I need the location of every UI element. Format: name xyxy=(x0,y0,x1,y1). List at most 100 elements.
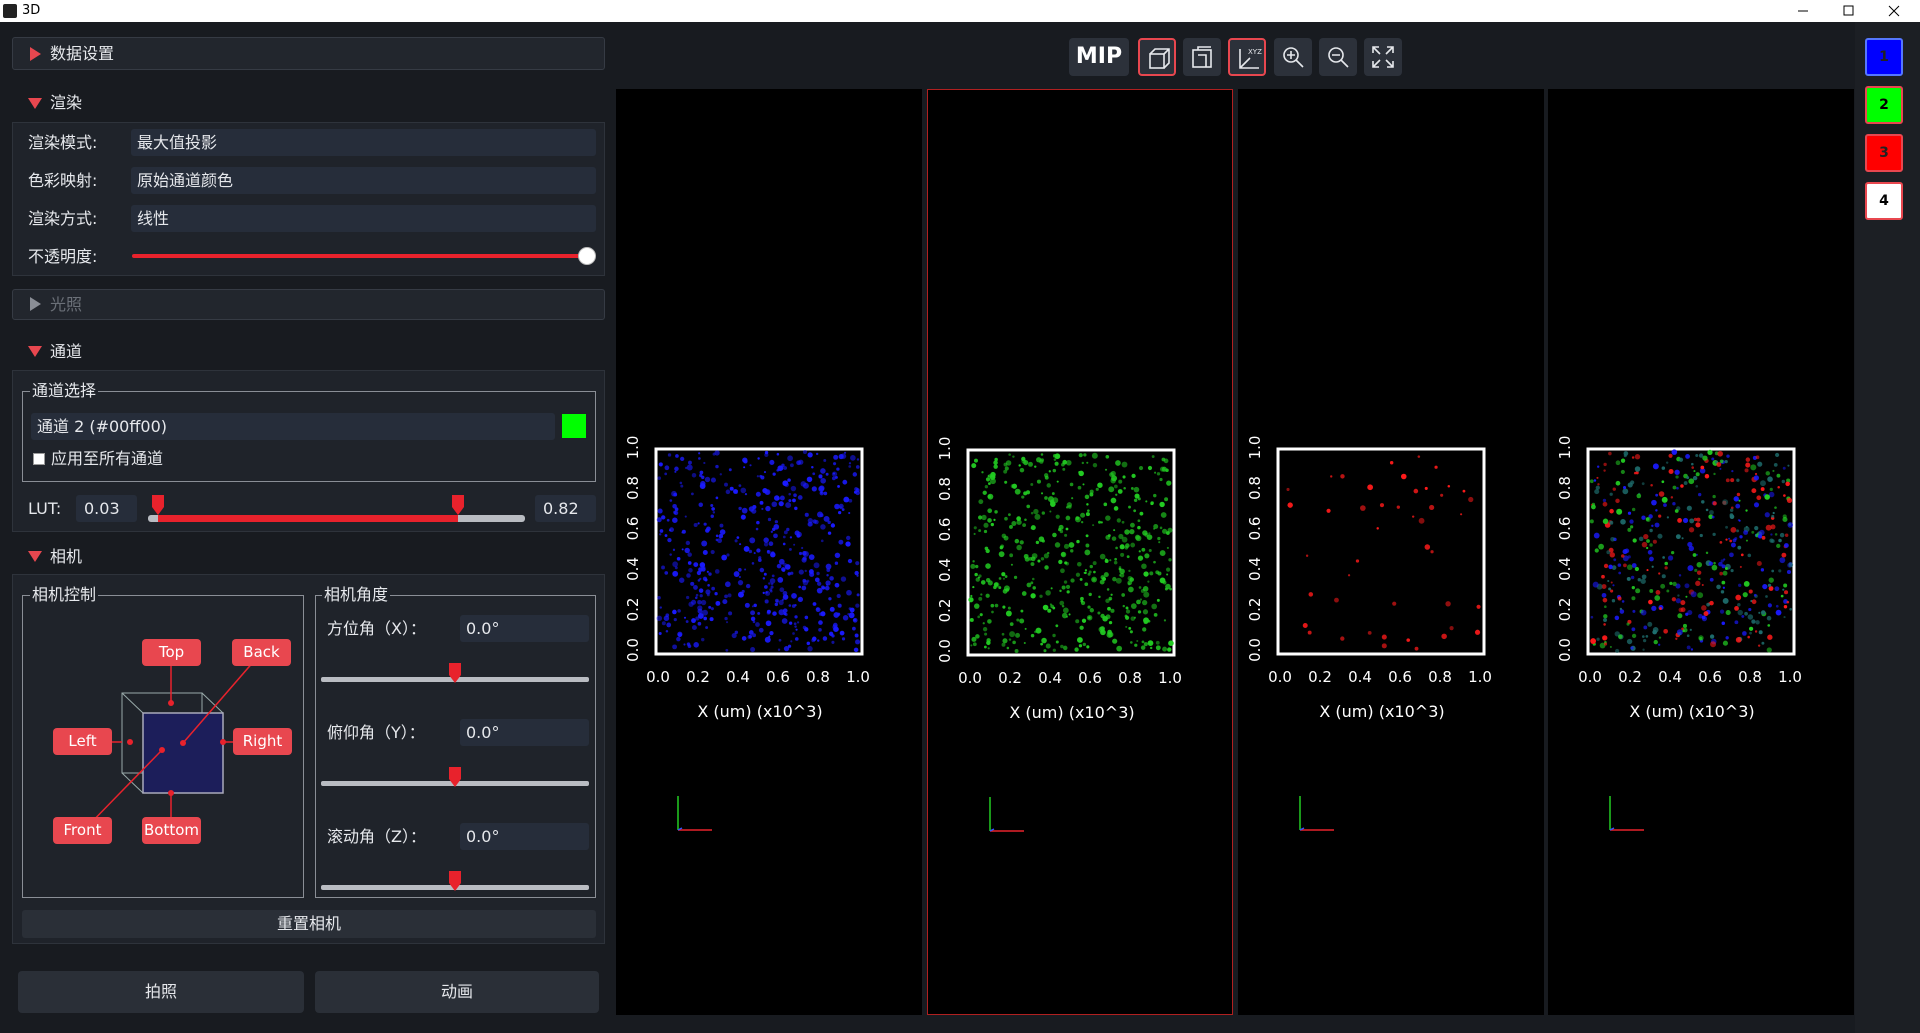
data-point xyxy=(1782,588,1785,591)
data-point xyxy=(1379,503,1385,508)
data-point xyxy=(834,582,840,588)
data-point xyxy=(812,636,817,642)
reset-camera-button[interactable]: 重置相机 xyxy=(22,910,596,938)
data-point xyxy=(674,507,679,512)
data-point xyxy=(1166,546,1169,550)
data-point xyxy=(760,475,765,480)
data-point xyxy=(1615,498,1620,504)
data-point xyxy=(714,569,720,574)
checkbox[interactable] xyxy=(33,453,45,465)
data-point xyxy=(1030,525,1036,531)
data-point xyxy=(1131,473,1136,478)
channel-button[interactable]: 2 xyxy=(1865,86,1903,124)
lut-min-input[interactable]: 0.03 xyxy=(76,495,137,522)
data-point xyxy=(1713,561,1716,565)
data-point xyxy=(814,577,820,583)
data-point xyxy=(1756,560,1762,567)
data-point xyxy=(1108,486,1115,493)
angle-input[interactable]: 0.0° xyxy=(460,719,589,746)
toolbar-button[interactable] xyxy=(1138,38,1176,76)
toolbar-button[interactable] xyxy=(1319,38,1357,76)
data-point xyxy=(1137,610,1142,614)
channel-color-swatch[interactable] xyxy=(562,414,586,438)
data-point xyxy=(762,577,766,580)
opacity-slider[interactable] xyxy=(132,254,588,258)
data-point xyxy=(1631,456,1635,459)
slider-knob[interactable] xyxy=(578,247,596,265)
data-point xyxy=(1133,509,1137,513)
data-point xyxy=(743,546,750,552)
channel-button[interactable]: 4 xyxy=(1865,182,1903,220)
axis-z-indicator xyxy=(1609,827,1615,831)
camera-view-button[interactable]: Top xyxy=(142,639,201,666)
data-point xyxy=(764,452,769,458)
channel-button[interactable]: 1 xyxy=(1865,38,1903,76)
data-point xyxy=(1764,494,1770,500)
data-point xyxy=(1123,486,1126,490)
data-point xyxy=(794,603,797,607)
data-point xyxy=(659,606,662,609)
data-point xyxy=(1098,626,1105,633)
camera-view-button[interactable]: Back xyxy=(232,639,291,666)
data-point xyxy=(998,577,1002,580)
data-point xyxy=(1712,494,1716,499)
camera-view-button[interactable]: Front xyxy=(53,817,112,844)
data-point xyxy=(1781,552,1787,558)
data-point xyxy=(774,520,779,524)
data-point xyxy=(1684,583,1690,589)
data-point xyxy=(1695,484,1699,488)
camera-view-button[interactable]: Left xyxy=(53,728,112,755)
data-point xyxy=(1143,591,1150,598)
toolbar-button[interactable] xyxy=(1183,38,1221,76)
mip-button[interactable]: MIP xyxy=(1069,38,1129,76)
data-point xyxy=(688,460,692,465)
data-point xyxy=(1747,614,1754,620)
data-point xyxy=(672,609,677,615)
camera-view-button[interactable]: Right xyxy=(233,728,292,755)
data-point xyxy=(984,546,989,551)
data-point xyxy=(1106,588,1110,591)
toolbar-icon: XYZ xyxy=(1239,48,1262,69)
angle-input[interactable]: 0.0° xyxy=(460,615,589,642)
data-point xyxy=(664,472,668,476)
field-select[interactable]: 最大值投影 xyxy=(131,129,596,156)
angle-input[interactable]: 0.0° xyxy=(460,823,589,850)
data-point xyxy=(657,595,661,600)
data-point xyxy=(1024,627,1027,630)
action-button[interactable]: 动画 xyxy=(315,971,599,1013)
lut-max-input[interactable]: 0.82 xyxy=(535,495,596,522)
data-point xyxy=(1756,495,1762,501)
field-select[interactable]: 原始通道颜色 xyxy=(131,167,596,194)
data-point xyxy=(1065,584,1071,589)
data-point xyxy=(1360,505,1366,511)
channel-button[interactable]: 3 xyxy=(1865,134,1903,172)
data-point xyxy=(1115,577,1122,584)
field-select[interactable]: 线性 xyxy=(131,205,596,232)
data-point xyxy=(1751,530,1755,534)
toolbar-button[interactable]: XYZ xyxy=(1228,38,1266,76)
plot-frame xyxy=(1276,447,1486,656)
data-point xyxy=(994,603,999,608)
data-point xyxy=(787,572,791,576)
app-icon xyxy=(3,4,17,18)
data-point xyxy=(703,522,707,526)
data-point xyxy=(831,640,835,644)
data-point xyxy=(1686,634,1690,638)
data-point xyxy=(793,543,796,546)
data-point xyxy=(806,579,810,583)
toolbar-button[interactable] xyxy=(1274,38,1312,76)
y-tick-label: 0.4 xyxy=(1246,557,1264,581)
action-button[interactable]: 拍照 xyxy=(18,971,304,1013)
data-point xyxy=(1614,631,1620,637)
data-point xyxy=(832,472,836,475)
lut-handle xyxy=(452,495,464,515)
data-point xyxy=(740,514,746,520)
data-point xyxy=(1676,629,1683,636)
data-point xyxy=(993,464,998,469)
data-point xyxy=(1151,603,1158,610)
y-tick-label: 1.0 xyxy=(1246,436,1264,460)
data-point xyxy=(748,506,755,512)
camera-view-button[interactable]: Bottom xyxy=(142,817,201,844)
channel-select[interactable]: 通道 2 (#00ff00) xyxy=(31,413,555,440)
toolbar-button[interactable] xyxy=(1364,38,1402,76)
